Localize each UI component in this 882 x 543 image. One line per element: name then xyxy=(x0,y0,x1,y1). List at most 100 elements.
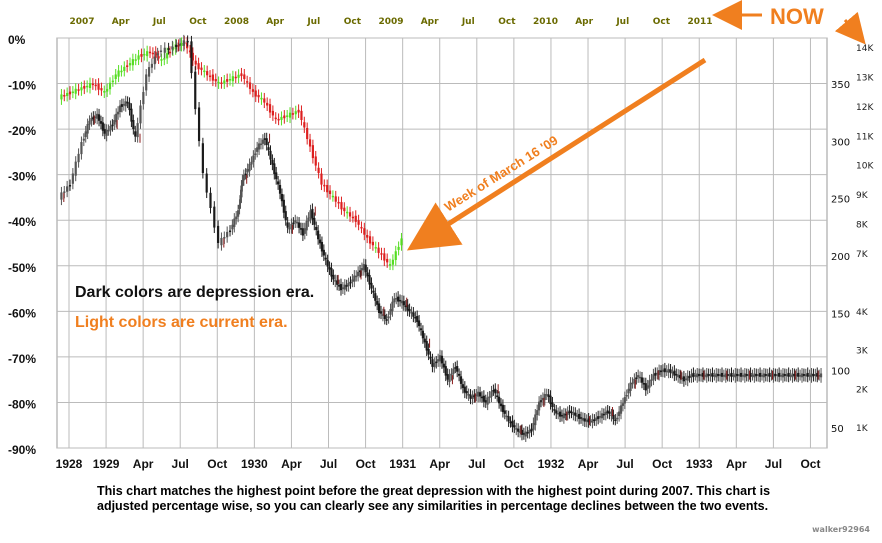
depression-era-candle xyxy=(259,143,263,146)
depression-era-candle xyxy=(358,270,362,272)
depression-era-candle xyxy=(393,298,396,303)
bottom-tick-label: Oct xyxy=(800,457,820,471)
depression-era-candle xyxy=(621,403,625,406)
depression-era-candle xyxy=(113,120,116,125)
depression-era-candle xyxy=(322,249,325,256)
depression-era-candle xyxy=(694,375,697,377)
current-era-candle xyxy=(200,67,203,70)
depression-era-candle xyxy=(398,299,402,302)
current-era-candle xyxy=(306,128,309,140)
depression-era-candle xyxy=(705,373,708,378)
depression-era-candle xyxy=(696,373,699,378)
depression-era-candle xyxy=(778,372,781,377)
top-tick-label: 2011 xyxy=(687,17,712,27)
current-era-candle xyxy=(311,145,314,159)
depression-era-candle xyxy=(286,222,289,228)
current-era-candle xyxy=(111,80,114,83)
bottom-tick-label: Oct xyxy=(207,457,227,471)
depression-era-candle xyxy=(498,396,501,404)
depression-era-candle xyxy=(347,283,350,287)
depression-era-candle xyxy=(570,411,573,414)
week-arrow xyxy=(406,57,707,251)
depression-era-candle xyxy=(248,163,251,172)
depression-era-candle xyxy=(334,280,337,282)
depression-era-candle xyxy=(795,374,798,377)
depression-era-candle xyxy=(562,413,565,419)
depression-era-candle xyxy=(182,40,185,46)
depression-era-candle xyxy=(454,367,457,369)
top-tick-label: Jul xyxy=(306,17,320,27)
depression-era-candle xyxy=(640,377,644,383)
depression-era-candle xyxy=(566,411,569,415)
current-era-candle xyxy=(291,113,294,115)
depression-era-candle xyxy=(290,223,293,229)
current-era-candle xyxy=(223,80,226,84)
current-era-candle xyxy=(86,85,89,88)
depression-era-candle xyxy=(282,199,285,213)
right-tick-label-depression: 50 xyxy=(831,424,844,435)
depression-era-candle xyxy=(713,375,716,377)
depression-era-candle xyxy=(178,43,182,46)
depression-era-candle xyxy=(579,417,583,419)
depression-era-candle xyxy=(715,373,718,378)
left-tick-label: -70% xyxy=(8,352,36,366)
depression-era-candle xyxy=(724,373,727,378)
depression-era-candle xyxy=(762,373,765,378)
depression-era-candle xyxy=(103,129,106,134)
depression-era-candle xyxy=(337,285,341,287)
depression-era-candle xyxy=(781,373,785,378)
depression-era-candle xyxy=(328,266,331,270)
current-era-candle xyxy=(168,51,172,54)
depression-era-candle xyxy=(163,47,166,53)
depression-era-candle xyxy=(488,396,491,398)
depression-era-candle xyxy=(606,410,609,414)
right-tick-label-depression: 150 xyxy=(831,309,850,320)
top-tick-label: 2008 xyxy=(224,17,249,27)
depression-era-candle xyxy=(233,218,236,227)
depression-era-candle xyxy=(167,48,170,50)
depression-era-candle xyxy=(806,372,809,377)
depression-era-candle xyxy=(186,40,189,43)
depression-era-candle xyxy=(217,225,220,243)
depression-era-candle xyxy=(522,433,525,435)
current-era-candle xyxy=(328,190,332,195)
depression-era-candle xyxy=(423,338,426,343)
now-arrow-right xyxy=(834,11,866,45)
depression-era-candle xyxy=(656,372,659,375)
depression-era-candle xyxy=(511,420,514,427)
depression-era-candle xyxy=(598,416,602,418)
right-tick-label-depression: 200 xyxy=(831,252,850,263)
current-era-candle xyxy=(220,82,223,84)
depression-era-candle xyxy=(608,411,611,414)
depression-era-candle xyxy=(82,138,85,141)
depression-era-candle xyxy=(71,173,74,184)
current-era-candle xyxy=(340,202,343,210)
current-era-candle xyxy=(363,228,366,235)
depression-era-candle xyxy=(410,311,413,314)
depression-era-candle xyxy=(701,372,705,377)
top-tick-label: Apr xyxy=(266,17,284,27)
depression-era-candle xyxy=(776,374,779,377)
current-era-candle xyxy=(166,53,169,59)
depression-era-candle xyxy=(572,412,575,415)
depression-era-candle xyxy=(772,373,775,378)
left-tick-label: -30% xyxy=(8,170,36,184)
left-tick-label: -40% xyxy=(8,215,36,229)
current-era-candle xyxy=(148,51,152,54)
right-tick-label-depression: 350 xyxy=(831,80,850,91)
current-era-candle xyxy=(128,63,132,66)
depression-era-candle xyxy=(261,139,264,144)
depression-era-candle xyxy=(421,330,425,339)
depression-era-candle xyxy=(728,374,731,377)
depression-era-candle xyxy=(372,290,375,293)
right-tick-label-depression: 100 xyxy=(831,367,850,378)
depression-era-candle xyxy=(343,284,346,290)
depression-era-candle xyxy=(377,303,381,313)
depression-era-candle xyxy=(437,359,440,362)
depression-era-candle xyxy=(749,372,752,377)
current-era-candle xyxy=(331,195,334,198)
depression-era-candle xyxy=(688,376,691,378)
current-era-candle xyxy=(234,76,237,79)
depression-era-candle xyxy=(364,264,367,273)
current-era-candle xyxy=(346,211,349,214)
